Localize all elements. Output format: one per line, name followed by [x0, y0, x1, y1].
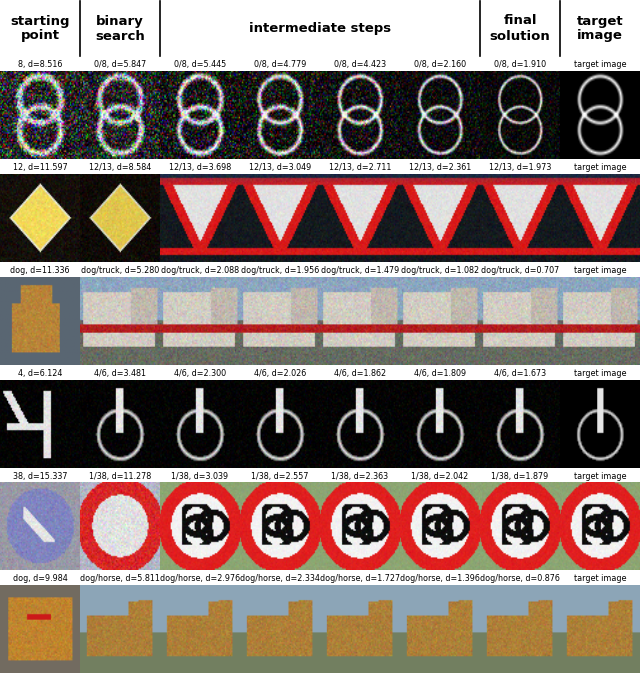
Text: target
image: target image	[577, 15, 623, 42]
Text: target image: target image	[573, 369, 627, 377]
Text: dog/horse, d=0.876: dog/horse, d=0.876	[480, 574, 560, 584]
Text: intermediate steps: intermediate steps	[249, 22, 391, 35]
Text: dog/truck, d=2.088: dog/truck, d=2.088	[161, 266, 239, 275]
Text: target image: target image	[573, 472, 627, 481]
Text: 0/8, d=5.445: 0/8, d=5.445	[174, 60, 226, 69]
Text: 4/6, d=1.673: 4/6, d=1.673	[494, 369, 546, 377]
Text: dog/horse, d=2.334: dog/horse, d=2.334	[240, 574, 320, 584]
Text: 12/13, d=1.973: 12/13, d=1.973	[489, 163, 551, 172]
Text: 0/8, d=5.847: 0/8, d=5.847	[94, 60, 146, 69]
Text: dog/truck, d=1.479: dog/truck, d=1.479	[321, 266, 399, 275]
Text: target image: target image	[573, 163, 627, 172]
Text: 1/38, d=2.363: 1/38, d=2.363	[332, 472, 388, 481]
Text: dog, d=9.984: dog, d=9.984	[13, 574, 67, 584]
Text: 4, d=6.124: 4, d=6.124	[18, 369, 62, 377]
Text: 12/13, d=2.711: 12/13, d=2.711	[329, 163, 391, 172]
Text: 4/6, d=3.481: 4/6, d=3.481	[94, 369, 146, 377]
Text: 12/13, d=3.698: 12/13, d=3.698	[169, 163, 231, 172]
Text: dog/horse, d=5.811: dog/horse, d=5.811	[80, 574, 160, 584]
Text: target image: target image	[573, 266, 627, 275]
Text: 12, d=11.597: 12, d=11.597	[13, 163, 67, 172]
Text: dog/horse, d=2.976: dog/horse, d=2.976	[160, 574, 240, 584]
Text: 1/38, d=3.039: 1/38, d=3.039	[172, 472, 228, 481]
Text: binary
search: binary search	[95, 15, 145, 42]
Text: starting
point: starting point	[10, 15, 70, 42]
Text: final
solution: final solution	[490, 15, 550, 42]
Text: 38, d=15.337: 38, d=15.337	[13, 472, 67, 481]
Text: dog/truck, d=5.280: dog/truck, d=5.280	[81, 266, 159, 275]
Text: 1/38, d=1.879: 1/38, d=1.879	[492, 472, 548, 481]
Text: 0/8, d=4.423: 0/8, d=4.423	[334, 60, 386, 69]
Text: 0/8, d=4.779: 0/8, d=4.779	[254, 60, 306, 69]
Text: 4/6, d=1.809: 4/6, d=1.809	[414, 369, 466, 377]
Text: 4/6, d=1.862: 4/6, d=1.862	[334, 369, 386, 377]
Text: 0/8, d=1.910: 0/8, d=1.910	[494, 60, 546, 69]
Text: 8, d=8.516: 8, d=8.516	[18, 60, 62, 69]
Text: 4/6, d=2.026: 4/6, d=2.026	[254, 369, 306, 377]
Text: dog/truck, d=1.956: dog/truck, d=1.956	[241, 266, 319, 275]
Text: 12/13, d=2.361: 12/13, d=2.361	[409, 163, 471, 172]
Text: dog/horse, d=1.396: dog/horse, d=1.396	[400, 574, 480, 584]
Text: dog, d=11.336: dog, d=11.336	[10, 266, 70, 275]
Text: 12/13, d=8.584: 12/13, d=8.584	[89, 163, 151, 172]
Text: 12/13, d=3.049: 12/13, d=3.049	[249, 163, 311, 172]
Text: target image: target image	[573, 574, 627, 584]
Text: 0/8, d=2.160: 0/8, d=2.160	[414, 60, 466, 69]
Text: target image: target image	[573, 60, 627, 69]
Text: dog/truck, d=1.082: dog/truck, d=1.082	[401, 266, 479, 275]
Text: dog/horse, d=1.727: dog/horse, d=1.727	[320, 574, 400, 584]
Text: 1/38, d=2.042: 1/38, d=2.042	[412, 472, 468, 481]
Text: 1/38, d=11.278: 1/38, d=11.278	[89, 472, 151, 481]
Text: dog/truck, d=0.707: dog/truck, d=0.707	[481, 266, 559, 275]
Text: 1/38, d=2.557: 1/38, d=2.557	[252, 472, 308, 481]
Text: 4/6, d=2.300: 4/6, d=2.300	[174, 369, 226, 377]
